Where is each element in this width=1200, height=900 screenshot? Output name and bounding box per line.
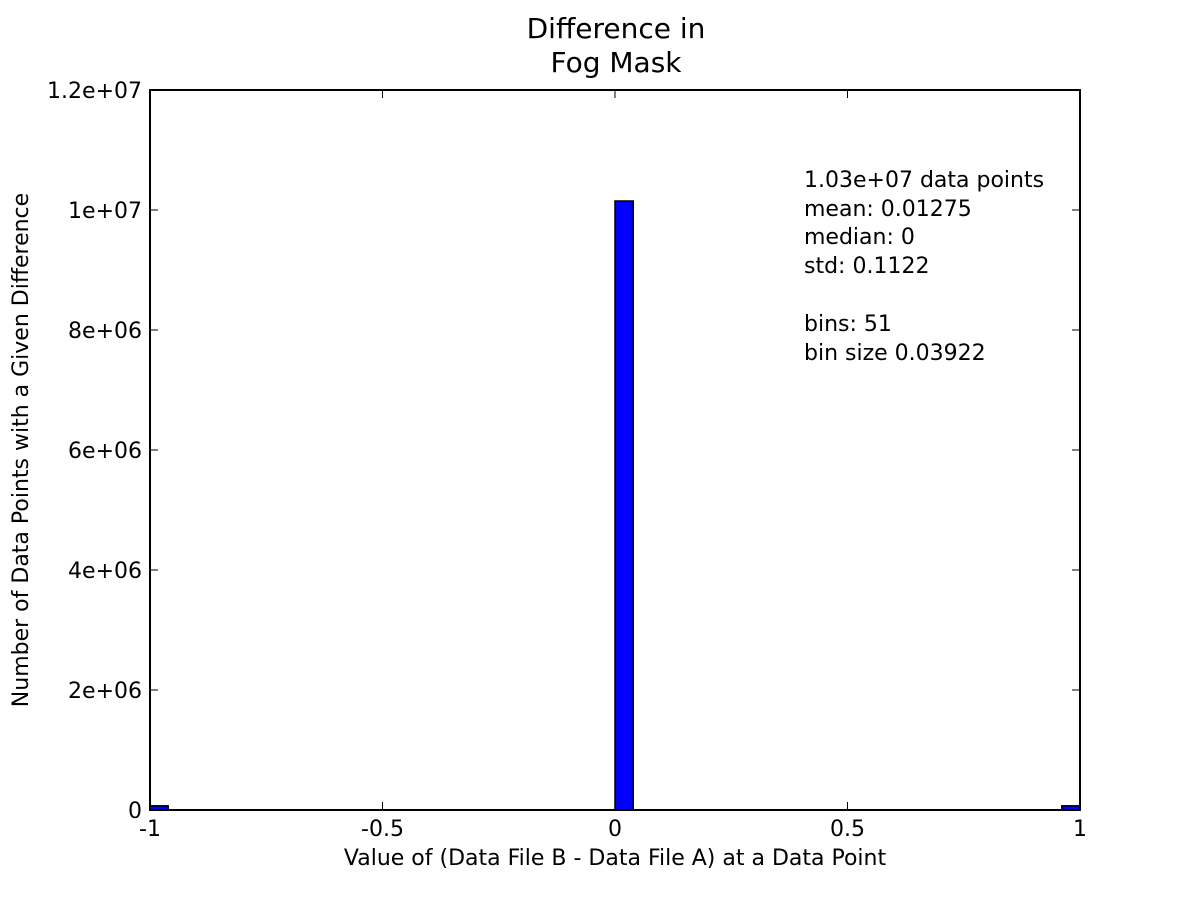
plot-area-frame	[149, 89, 1081, 811]
chart-title: Difference in Fog Mask	[527, 12, 706, 79]
x-tick-label-4: 1	[1073, 817, 1087, 842]
y-tick-label-1: 2e+06	[68, 679, 142, 704]
y-tick-labels: 0 2e+06 4e+06 6e+06 8e+06 1e+07 1.2e+07	[47, 79, 142, 824]
y-tick-label-0: 0	[128, 799, 142, 824]
y-tick-label-5: 1e+07	[68, 199, 142, 224]
x-tick-label-1: -0.5	[361, 817, 404, 842]
histogram-bar-1	[614, 200, 634, 811]
stat-bins: bins: 51	[804, 312, 892, 337]
chart-title-line-1: Difference in	[527, 12, 706, 45]
chart-title-line-2: Fog Mask	[550, 46, 682, 79]
stat-std: std: 0.1122	[804, 254, 929, 279]
y-tick-label-6: 1.2e+07	[47, 79, 142, 104]
y-tick-label-2: 4e+06	[68, 559, 142, 584]
x-tick-label-3: 0.5	[830, 817, 865, 842]
x-tick-label-0: -1	[139, 817, 161, 842]
stat-bin-size: bin size 0.03922	[804, 341, 986, 366]
y-tick-label-3: 6e+06	[68, 439, 142, 464]
x-axis-label: Value of (Data File B - Data File A) at …	[344, 846, 887, 871]
stats-annotation: 1.03e+07 data points mean: 0.01275 media…	[804, 168, 1044, 366]
stat-mean: mean: 0.01275	[804, 197, 972, 222]
y-axis-label: Number of Data Points with a Given Diffe…	[9, 193, 34, 707]
stat-data-points: 1.03e+07 data points	[804, 168, 1044, 193]
y-tick-label-4: 8e+06	[68, 319, 142, 344]
histogram-bars	[149, 200, 1081, 811]
x-tick-label-2: 0	[608, 817, 622, 842]
stat-median: median: 0	[804, 225, 915, 250]
x-tick-labels: -1 -0.5 0 0.5 1	[139, 817, 1087, 842]
